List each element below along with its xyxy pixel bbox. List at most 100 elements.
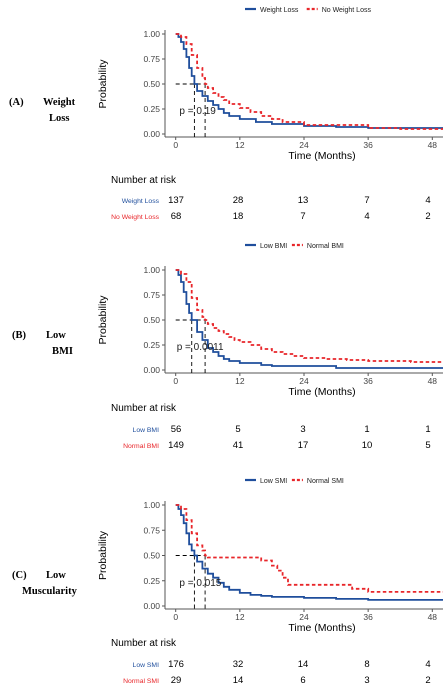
- risk-count: 4: [425, 195, 430, 206]
- y-tick-label: 0.50: [143, 79, 160, 89]
- y-tick-label: 0.50: [143, 551, 160, 561]
- legend: Weight Loss No Weight Loss: [245, 7, 371, 14]
- y-tick-label: 0.75: [143, 525, 160, 535]
- legend-label-1: Low BMI: [260, 243, 287, 250]
- risk-count: 17: [298, 440, 309, 451]
- x-tick-label: 12: [235, 376, 245, 386]
- panel-title-line2: Loss: [49, 113, 70, 124]
- y-tick-label: 0.25: [143, 576, 160, 586]
- x-tick-label: 48: [428, 612, 438, 622]
- y-tick-label: 0.00: [143, 129, 160, 139]
- risk-count: 6: [300, 675, 305, 686]
- risk-count: 13: [298, 195, 309, 206]
- panel-title-line1: Low: [46, 330, 66, 341]
- legend-label-2: Normal BMI: [307, 243, 344, 250]
- panel-title-line1: Low: [46, 570, 66, 581]
- p-value: p = 0.19: [179, 106, 216, 117]
- risk-count: 2: [425, 211, 430, 222]
- x-tick-label: 36: [363, 612, 373, 622]
- risk-row-label: Normal SMI: [123, 678, 159, 685]
- risk-count: 7: [364, 195, 369, 206]
- risk-count: 41: [233, 440, 244, 451]
- x-axis-title: Time (Months): [288, 386, 355, 398]
- y-tick-label: 0.75: [143, 54, 160, 64]
- risk-count: 5: [235, 424, 240, 435]
- curve-no-weight-loss: [175, 33, 443, 130]
- risk-row-label: Weight Loss: [122, 198, 160, 205]
- x-tick-label: 12: [235, 140, 245, 150]
- risk-count: 7: [300, 211, 305, 222]
- y-tick-label: 0.50: [143, 315, 160, 325]
- km-panel-C: Low SMI Normal SMI 0.00 0.25 0.50 0.75 1.00 0 12…: [97, 478, 443, 686]
- risk-count: 14: [233, 675, 244, 686]
- x-tick-label: 12: [235, 612, 245, 622]
- curve-normal-smi: [175, 504, 443, 593]
- risk-row-label: Normal BMI: [123, 443, 159, 450]
- x-tick-label: 0: [173, 140, 178, 150]
- legend-label-2: No Weight Loss: [322, 7, 372, 14]
- risk-count: 28: [233, 195, 244, 206]
- x-tick-label: 24: [299, 376, 309, 386]
- risk-count: 10: [362, 440, 373, 451]
- risk-count: 137: [168, 195, 184, 206]
- curve-low-smi: [175, 504, 443, 601]
- curve-normal-bmi: [175, 269, 443, 363]
- y-axis-title: Probability: [97, 59, 109, 109]
- x-tick-label: 0: [173, 612, 178, 622]
- curve-low-bmi: [175, 269, 443, 369]
- risk-count: 176: [168, 659, 184, 670]
- risk-count: 29: [171, 675, 182, 686]
- x-tick-label: 48: [428, 376, 438, 386]
- risk-count: 68: [171, 211, 182, 222]
- legend: Low SMI Normal SMI: [245, 478, 344, 485]
- legend: Low BMI Normal BMI: [245, 243, 344, 250]
- x-tick-label: 36: [363, 376, 373, 386]
- risk-count: 3: [300, 424, 305, 435]
- x-tick-label: 24: [299, 140, 309, 150]
- panel-letter: (B): [12, 330, 26, 341]
- panel-title-line2: Muscularity: [22, 586, 77, 597]
- risk-table-title: Number at risk: [111, 638, 177, 649]
- y-axis-title: Probability: [97, 295, 109, 345]
- risk-count: 56: [171, 424, 182, 435]
- risk-count: 3: [364, 675, 369, 686]
- risk-count: 4: [425, 659, 430, 670]
- panel-label-B: (B) Low BMI: [12, 328, 122, 360]
- y-tick-label: 1.00: [143, 29, 160, 39]
- risk-count: 1: [364, 424, 369, 435]
- legend-label-1: Weight Loss: [260, 7, 299, 14]
- x-tick-label: 36: [363, 140, 373, 150]
- risk-table: Number at risk Low SMI 176 32 14 8 4 Normal SMI…: [111, 638, 431, 686]
- risk-count: 18: [233, 211, 244, 222]
- panel-title-line1: Weight: [43, 97, 76, 108]
- y-tick-label: 0.00: [143, 365, 160, 375]
- x-tick-label: 24: [299, 612, 309, 622]
- risk-row-label: Low SMI: [133, 662, 160, 669]
- risk-count: 5: [425, 440, 430, 451]
- risk-table: Number at risk Low BMI 56 5 3 1 1 Normal BMI 149…: [111, 403, 431, 451]
- y-tick-label: 0.25: [143, 104, 160, 114]
- legend-label-2: Normal SMI: [307, 478, 344, 485]
- panel-letter: (A): [9, 97, 24, 108]
- risk-count: 32: [233, 659, 244, 670]
- y-tick-label: 0.75: [143, 290, 160, 300]
- x-tick-label: 48: [428, 140, 438, 150]
- panel-label-A: (A) Weight Loss: [9, 95, 119, 127]
- legend-label-1: Low SMI: [260, 478, 287, 485]
- risk-count: 1: [425, 424, 430, 435]
- risk-count: 149: [168, 440, 184, 451]
- risk-row-label: No Weight Loss: [111, 214, 159, 221]
- risk-row-label: Low BMI: [133, 427, 160, 434]
- p-value: p = 0.015: [179, 578, 221, 589]
- y-tick-label: 0.00: [143, 601, 160, 611]
- x-tick-label: 0: [173, 376, 178, 386]
- panel-label-C: (C) Low Muscularity: [12, 568, 122, 600]
- x-axis-title: Time (Months): [288, 150, 355, 162]
- panel-letter: (C): [12, 570, 27, 581]
- risk-table-title: Number at risk: [111, 403, 177, 414]
- risk-count: 8: [364, 659, 369, 670]
- p-value: p = 0.0011: [177, 342, 224, 353]
